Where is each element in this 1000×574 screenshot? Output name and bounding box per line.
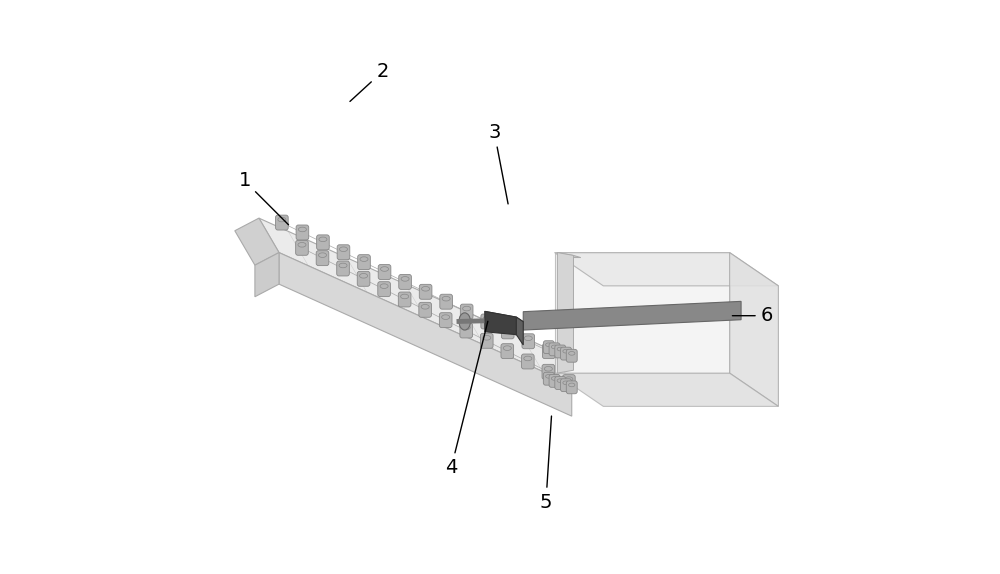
Polygon shape <box>730 253 778 406</box>
FancyBboxPatch shape <box>357 272 370 286</box>
FancyBboxPatch shape <box>522 334 535 349</box>
FancyBboxPatch shape <box>358 255 370 270</box>
Ellipse shape <box>504 326 512 331</box>
Ellipse shape <box>422 286 430 291</box>
Ellipse shape <box>546 374 552 378</box>
FancyBboxPatch shape <box>460 304 473 319</box>
Ellipse shape <box>524 336 532 340</box>
Polygon shape <box>485 311 523 321</box>
FancyBboxPatch shape <box>440 294 452 309</box>
FancyBboxPatch shape <box>561 379 571 391</box>
Ellipse shape <box>545 346 553 350</box>
Polygon shape <box>557 253 581 258</box>
Text: 6: 6 <box>732 306 773 325</box>
FancyBboxPatch shape <box>555 345 566 358</box>
FancyBboxPatch shape <box>419 284 432 299</box>
FancyBboxPatch shape <box>378 282 390 297</box>
Ellipse shape <box>298 242 306 247</box>
FancyBboxPatch shape <box>481 314 494 329</box>
Ellipse shape <box>459 313 470 330</box>
Polygon shape <box>557 253 573 373</box>
Ellipse shape <box>551 377 558 381</box>
Ellipse shape <box>339 247 347 251</box>
Ellipse shape <box>551 345 558 349</box>
Polygon shape <box>235 218 279 265</box>
FancyBboxPatch shape <box>317 235 329 250</box>
FancyBboxPatch shape <box>276 215 288 230</box>
Ellipse shape <box>546 343 552 347</box>
Ellipse shape <box>318 253 327 258</box>
Ellipse shape <box>442 315 450 319</box>
Ellipse shape <box>278 218 286 222</box>
Polygon shape <box>555 253 778 286</box>
Ellipse shape <box>339 263 347 267</box>
Ellipse shape <box>401 294 409 298</box>
FancyBboxPatch shape <box>480 333 493 348</box>
FancyBboxPatch shape <box>501 344 514 359</box>
FancyBboxPatch shape <box>398 292 411 307</box>
Ellipse shape <box>563 381 569 385</box>
FancyBboxPatch shape <box>566 381 577 394</box>
Text: 3: 3 <box>488 122 508 204</box>
Ellipse shape <box>524 356 532 361</box>
Ellipse shape <box>483 316 491 321</box>
Ellipse shape <box>563 350 569 353</box>
Polygon shape <box>555 253 730 373</box>
Ellipse shape <box>421 304 429 309</box>
Text: 1: 1 <box>238 171 289 225</box>
Polygon shape <box>555 373 778 406</box>
FancyBboxPatch shape <box>419 302 431 317</box>
Ellipse shape <box>557 347 563 351</box>
Ellipse shape <box>569 383 575 387</box>
Text: 2: 2 <box>350 62 389 102</box>
FancyBboxPatch shape <box>543 373 554 385</box>
Ellipse shape <box>381 267 389 272</box>
FancyBboxPatch shape <box>563 375 575 390</box>
Ellipse shape <box>360 274 368 278</box>
FancyBboxPatch shape <box>542 344 555 359</box>
Polygon shape <box>523 301 741 330</box>
FancyBboxPatch shape <box>460 323 473 338</box>
Ellipse shape <box>565 377 573 381</box>
Ellipse shape <box>569 351 575 355</box>
Polygon shape <box>255 253 279 297</box>
Ellipse shape <box>557 379 563 382</box>
Polygon shape <box>516 317 523 345</box>
FancyBboxPatch shape <box>501 324 514 339</box>
Polygon shape <box>259 218 572 385</box>
FancyBboxPatch shape <box>378 265 391 280</box>
FancyBboxPatch shape <box>566 350 577 362</box>
Ellipse shape <box>319 237 327 242</box>
Text: 5: 5 <box>540 416 552 512</box>
Ellipse shape <box>462 325 470 329</box>
FancyBboxPatch shape <box>543 341 554 354</box>
FancyBboxPatch shape <box>549 374 560 387</box>
Ellipse shape <box>298 227 306 232</box>
Ellipse shape <box>483 335 491 340</box>
FancyBboxPatch shape <box>296 225 309 240</box>
Ellipse shape <box>360 257 368 261</box>
Ellipse shape <box>503 346 511 350</box>
FancyBboxPatch shape <box>337 245 350 259</box>
FancyBboxPatch shape <box>337 261 349 276</box>
FancyBboxPatch shape <box>549 343 560 356</box>
FancyBboxPatch shape <box>316 251 329 266</box>
Ellipse shape <box>463 307 471 311</box>
Ellipse shape <box>380 284 388 288</box>
FancyBboxPatch shape <box>439 313 452 328</box>
FancyBboxPatch shape <box>522 354 534 369</box>
Polygon shape <box>485 311 516 335</box>
FancyBboxPatch shape <box>296 241 308 255</box>
FancyBboxPatch shape <box>561 347 571 360</box>
FancyBboxPatch shape <box>399 274 411 289</box>
FancyBboxPatch shape <box>555 377 566 389</box>
Text: 4: 4 <box>445 321 488 478</box>
Ellipse shape <box>401 277 409 281</box>
Ellipse shape <box>544 367 552 371</box>
FancyBboxPatch shape <box>542 364 555 379</box>
Polygon shape <box>279 253 572 416</box>
Ellipse shape <box>442 296 450 301</box>
